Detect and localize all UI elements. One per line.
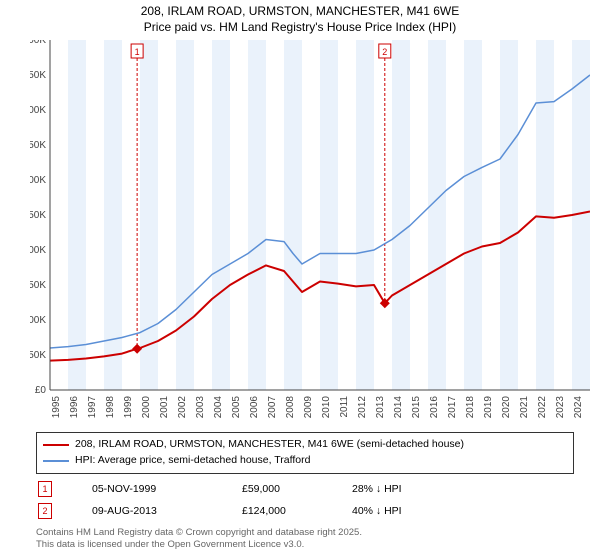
svg-text:£200K: £200K [30,245,46,256]
svg-text:2017: 2017 [447,396,458,419]
svg-text:£350K: £350K [30,140,46,151]
svg-text:2019: 2019 [483,396,494,419]
svg-text:1997: 1997 [87,396,98,419]
legend-label-property: 208, IRLAM ROAD, URMSTON, MANCHESTER, M4… [75,437,464,453]
sale-markers-table: 1 05-NOV-1999 £59,000 28% ↓ HPI 2 09-AUG… [36,478,560,522]
legend-label-hpi: HPI: Average price, semi-detached house,… [75,453,310,469]
svg-text:2022: 2022 [537,396,548,419]
svg-text:2005: 2005 [231,396,242,419]
price-chart: £0 £50K £100K £150K £200K £250K £300K £350K £400… [30,40,590,420]
marker-price-1: £59,000 [242,483,352,495]
svg-text:1998: 1998 [105,396,116,419]
svg-text:2001: 2001 [159,396,170,419]
marker-badge-2: 2 [38,503,52,519]
svg-text:2007: 2007 [267,396,278,419]
svg-text:2002: 2002 [177,396,188,419]
svg-text:£50K: £50K [30,350,46,361]
svg-text:£100K: £100K [30,315,46,326]
marker-pct-1: 28% ↓ HPI [352,483,472,495]
svg-text:2018: 2018 [465,396,476,419]
marker-badge-1: 1 [38,481,52,497]
title-line1: 208, IRLAM ROAD, URMSTON, MANCHESTER, M4… [0,4,600,20]
svg-text:2004: 2004 [213,396,224,419]
chart-title: 208, IRLAM ROAD, URMSTON, MANCHESTER, M4… [0,0,600,35]
svg-text:2003: 2003 [195,396,206,419]
svg-text:1: 1 [135,47,140,57]
svg-text:2013: 2013 [375,396,386,419]
svg-text:£300K: £300K [30,175,46,186]
svg-text:2006: 2006 [249,396,260,419]
legend-row-property: 208, IRLAM ROAD, URMSTON, MANCHESTER, M4… [43,437,567,453]
marker-row-2: 2 09-AUG-2013 £124,000 40% ↓ HPI [36,500,560,522]
legend-swatch-hpi [43,460,69,462]
svg-text:2023: 2023 [555,396,566,419]
svg-text:2010: 2010 [321,396,332,419]
svg-text:2009: 2009 [303,396,314,419]
title-line2: Price paid vs. HM Land Registry's House … [0,20,600,36]
legend-swatch-property [43,444,69,446]
footer-line1: Contains HM Land Registry data © Crown c… [36,527,362,539]
svg-text:£0: £0 [35,385,47,396]
svg-text:2008: 2008 [285,396,296,419]
svg-text:2021: 2021 [519,396,530,419]
svg-text:1999: 1999 [123,396,134,419]
footer-line2: This data is licensed under the Open Gov… [36,539,362,551]
svg-text:2000: 2000 [141,396,152,419]
marker-price-2: £124,000 [242,505,352,517]
svg-text:2: 2 [382,47,387,57]
marker-row-1: 1 05-NOV-1999 £59,000 28% ↓ HPI [36,478,560,500]
svg-text:£150K: £150K [30,280,46,291]
svg-text:2020: 2020 [501,396,512,419]
svg-text:2012: 2012 [357,396,368,419]
marker-pct-2: 40% ↓ HPI [352,505,472,517]
svg-text:2011: 2011 [339,396,350,418]
svg-text:2014: 2014 [393,396,404,419]
svg-text:2015: 2015 [411,396,422,419]
svg-text:2024: 2024 [573,396,584,419]
svg-text:£500K: £500K [30,40,46,46]
legend-row-hpi: HPI: Average price, semi-detached house,… [43,453,567,469]
footer: Contains HM Land Registry data © Crown c… [36,527,362,552]
marker-date-2: 09-AUG-2013 [92,505,242,517]
svg-text:1995: 1995 [51,396,62,419]
marker-date-1: 05-NOV-1999 [92,483,242,495]
svg-text:2016: 2016 [429,396,440,419]
svg-text:£250K: £250K [30,210,46,221]
legend: 208, IRLAM ROAD, URMSTON, MANCHESTER, M4… [36,432,574,474]
svg-text:£400K: £400K [30,105,46,116]
svg-text:£450K: £450K [30,70,46,81]
svg-text:1996: 1996 [69,396,80,419]
